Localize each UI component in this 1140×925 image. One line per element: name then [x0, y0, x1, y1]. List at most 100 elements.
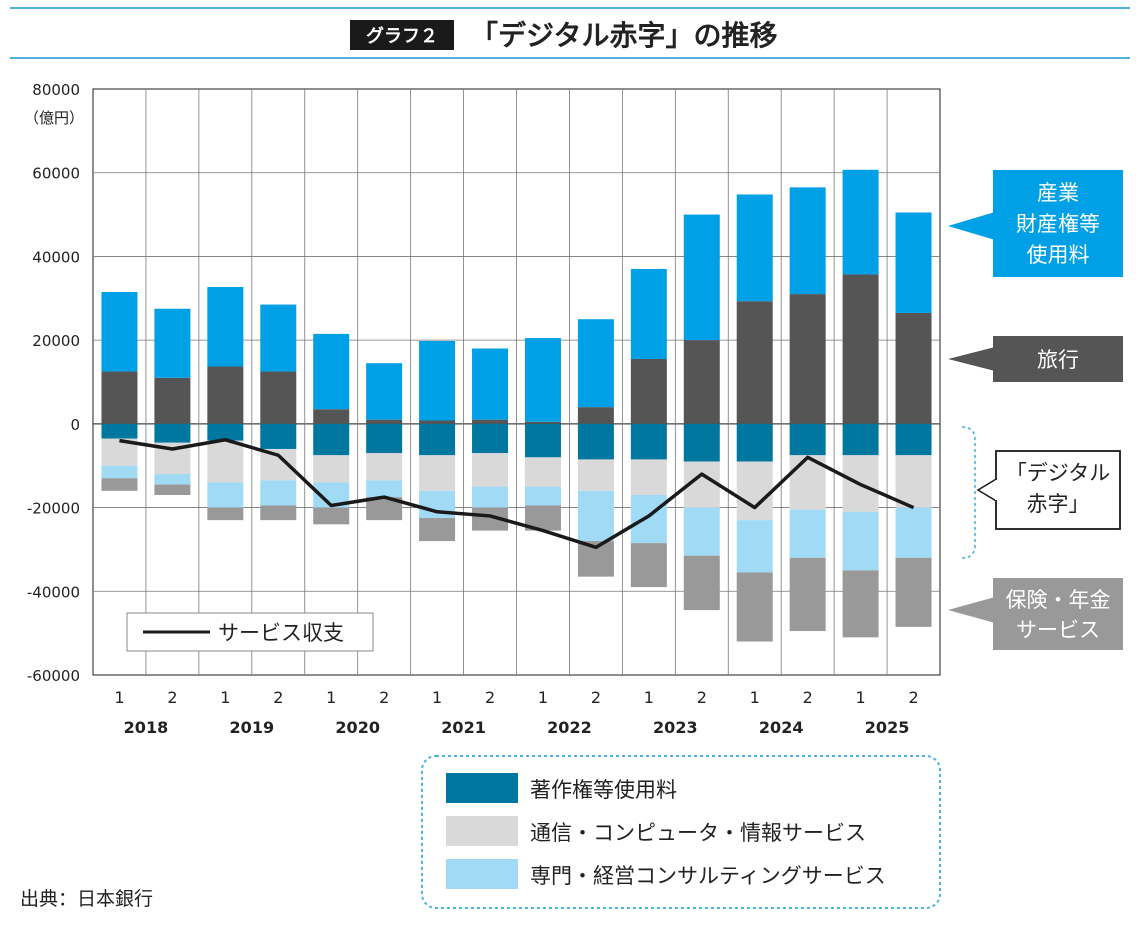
svg-text:「デジタル: 「デジタル	[1006, 461, 1111, 485]
y-tick-label: 0	[70, 416, 80, 434]
bar-segment	[577, 319, 614, 408]
bar-segment	[313, 423, 350, 456]
bar-segment	[207, 423, 244, 441]
boxed-legend	[421, 755, 941, 909]
x-tick-label: 1	[114, 688, 124, 707]
bar-segment	[419, 420, 456, 424]
legend-swatch-consulting	[446, 859, 518, 889]
x-tick-label: 2	[167, 688, 177, 707]
callout-insurance: 保険・年金 サービス	[948, 578, 1123, 650]
bar-segment	[260, 371, 297, 424]
title-badge-text: グラフ２	[366, 25, 438, 47]
bar-segment	[577, 459, 614, 491]
legend-label-telecom: 通信・コンピュータ・情報サービス	[530, 821, 866, 845]
bar-segment	[101, 465, 138, 479]
bar-segment	[895, 557, 932, 627]
bar-segment	[154, 474, 191, 485]
bar-segment	[736, 423, 773, 462]
bar-segment	[419, 423, 456, 456]
bar-segment	[101, 292, 138, 372]
bar-segment	[313, 409, 350, 424]
x-tick-label: 2	[273, 688, 283, 707]
bar-segment	[736, 301, 773, 424]
bar-segment	[154, 423, 191, 443]
bar-segment	[842, 511, 879, 571]
bar-segment	[260, 480, 297, 506]
bar-segment	[366, 480, 403, 498]
x-tick-label: 1	[220, 688, 230, 707]
bar-segment	[472, 419, 509, 424]
bar-segment	[842, 169, 879, 275]
bars	[101, 169, 932, 642]
bar-segment	[895, 455, 932, 508]
service-balance-polyline	[119, 438, 915, 550]
legend-label-consulting: 専門・経営コンサルティングサービス	[530, 864, 886, 888]
y-tick-label: -20000	[27, 500, 80, 518]
x-tick-label: 2	[485, 688, 495, 707]
bar-segment	[577, 407, 614, 424]
bar-segment	[577, 490, 614, 542]
bar-segment	[577, 423, 614, 460]
bar-segment	[419, 340, 456, 421]
bar-segment	[207, 482, 244, 508]
bar-segment	[789, 423, 826, 456]
bar-segment	[207, 440, 244, 483]
svg-text:サービス: サービス	[1016, 618, 1100, 642]
bar-segment	[472, 486, 509, 508]
callout-ip: 産業 財産権等 使用料	[948, 170, 1123, 277]
title-badge	[350, 20, 454, 50]
bar-segment	[260, 505, 297, 521]
bar-segment	[366, 423, 403, 454]
x-tick-label: 2	[697, 688, 707, 707]
bar-segment	[842, 274, 879, 424]
x-tick-label: 1	[432, 688, 442, 707]
bar-segment	[472, 348, 509, 420]
bar-segment	[683, 214, 720, 341]
x-tick-label: 1	[326, 688, 336, 707]
x-tick-label: 2	[803, 688, 813, 707]
bar-segment	[472, 507, 509, 531]
legend-label-copyright: 著作権等使用料	[530, 778, 677, 802]
bar-segment	[630, 268, 667, 359]
x-year-label: 2019	[230, 718, 275, 737]
y-tick-label: -60000	[27, 667, 80, 685]
x-year-label: 2025	[865, 718, 910, 737]
bar-segment	[472, 423, 509, 454]
bar-segment	[736, 520, 773, 573]
y-tick-label: 40000	[32, 248, 80, 266]
x-tick-label: 1	[856, 688, 866, 707]
y-tick-label: 80000	[32, 81, 80, 99]
source-note: 出典：日本銀行	[20, 888, 153, 910]
svg-text:産業: 産業	[1037, 181, 1079, 205]
y-tick-label: -40000	[27, 583, 80, 601]
bar-segment	[842, 423, 879, 456]
bar-segment	[472, 453, 509, 487]
bar-segment	[524, 457, 561, 487]
bar-segment	[736, 572, 773, 642]
bar-segment	[207, 286, 244, 367]
bar-segment	[366, 363, 403, 420]
bar-segment	[101, 423, 138, 439]
chart-title: 「デジタル赤字」の推移	[470, 19, 777, 52]
bar-segment	[630, 495, 667, 544]
x-year-label: 2024	[759, 718, 804, 737]
bar-segment	[895, 507, 932, 558]
x-year-label: 2018	[124, 718, 169, 737]
bar-segment	[154, 308, 191, 378]
bar-segment	[313, 333, 350, 410]
bar-segment	[683, 423, 720, 462]
bar-segment	[101, 478, 138, 491]
bar-segment	[895, 212, 932, 313]
x-tick-label: 1	[644, 688, 654, 707]
y-tick-label: 60000	[32, 165, 80, 183]
x-tick-label: 1	[750, 688, 760, 707]
x-year-label: 2021	[441, 718, 486, 737]
bar-segment	[154, 377, 191, 424]
x-tick-label: 2	[379, 688, 389, 707]
bar-segment	[419, 518, 456, 542]
x-tick-label: 2	[591, 688, 601, 707]
x-year-label: 2023	[653, 718, 698, 737]
bar-segment	[524, 338, 561, 422]
x-year-label: 2022	[547, 718, 592, 737]
